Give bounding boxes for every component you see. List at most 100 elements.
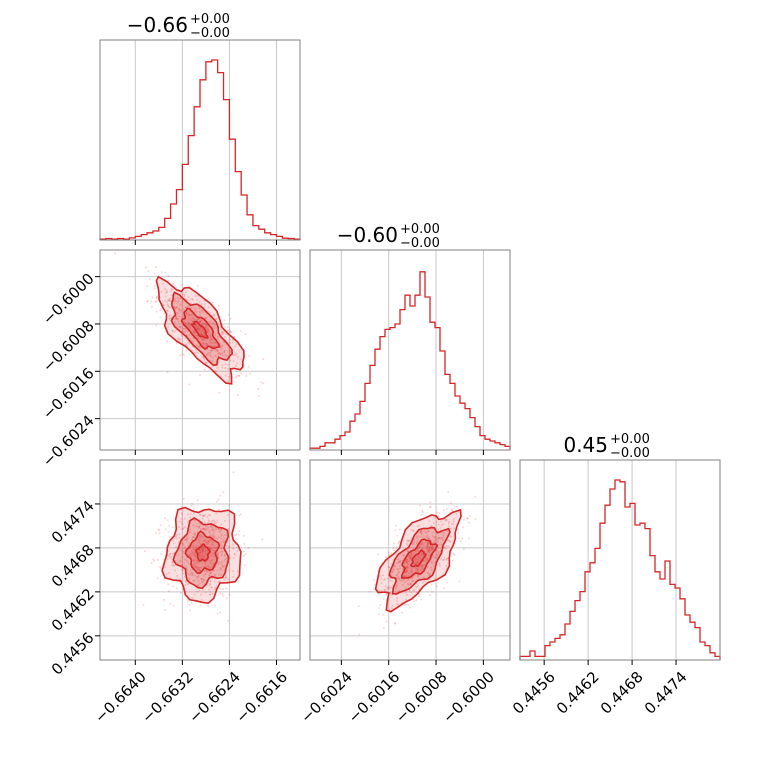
sample-point xyxy=(205,342,208,345)
sample-point xyxy=(216,367,219,370)
sample-point xyxy=(199,312,202,315)
sample-point xyxy=(168,315,171,317)
sample-point xyxy=(433,577,436,580)
sample-point xyxy=(390,586,393,589)
sample-point xyxy=(199,513,202,516)
panel-content xyxy=(114,252,265,397)
sample-point xyxy=(392,567,395,570)
sample-point xyxy=(155,297,158,300)
sample-point xyxy=(187,572,189,575)
sample-point xyxy=(215,355,218,358)
sample-point xyxy=(409,556,412,558)
sample-point xyxy=(438,564,441,567)
sample-point xyxy=(167,583,170,586)
sample-point xyxy=(416,525,419,528)
sample-point xyxy=(174,306,177,309)
x-tick-label: −0.6000 xyxy=(439,668,498,727)
sample-point xyxy=(223,351,226,354)
sample-point xyxy=(426,548,428,551)
sample-point xyxy=(162,304,165,307)
sample-point xyxy=(206,540,209,543)
sample-point xyxy=(399,565,401,568)
sample-point xyxy=(186,513,189,516)
sample-point xyxy=(455,505,458,508)
sample-point xyxy=(195,546,198,549)
sample-point xyxy=(207,526,210,529)
sample-point xyxy=(209,562,212,565)
sample-point xyxy=(404,571,407,574)
sample-point xyxy=(220,537,222,540)
y-tick-label: 0.4468 xyxy=(48,541,98,591)
sample-point xyxy=(410,554,413,557)
sample-point xyxy=(390,574,393,576)
sample-point xyxy=(201,356,204,359)
sample-point xyxy=(193,532,196,535)
sample-point xyxy=(195,334,198,337)
sample-point xyxy=(192,536,195,538)
sample-point xyxy=(211,558,214,561)
sample-point xyxy=(197,336,200,339)
sample-point xyxy=(406,562,409,565)
sample-point xyxy=(210,338,213,340)
sample-point xyxy=(212,533,215,536)
sample-point xyxy=(233,552,236,555)
sample-point xyxy=(436,511,439,514)
sample-point xyxy=(206,571,209,574)
sample-point xyxy=(437,550,440,553)
sample-point xyxy=(204,316,207,319)
sample-point xyxy=(191,559,194,562)
sample-point xyxy=(194,348,197,351)
sample-point xyxy=(226,557,228,560)
sample-point xyxy=(193,554,196,557)
sample-point xyxy=(195,565,198,568)
sample-point xyxy=(185,343,188,346)
sample-point xyxy=(206,329,209,332)
sample-point xyxy=(199,566,202,569)
sample-point xyxy=(243,550,246,553)
sample-point xyxy=(452,520,455,523)
sample-point xyxy=(239,513,242,516)
sample-point xyxy=(187,322,190,325)
sample-point xyxy=(232,575,235,578)
sample-point xyxy=(194,533,196,536)
sample-point xyxy=(227,313,230,316)
sample-point xyxy=(403,575,406,578)
sample-point xyxy=(176,534,179,537)
sample-point xyxy=(209,534,212,537)
sample-point xyxy=(215,528,218,531)
sample-point xyxy=(211,528,214,531)
sample-point xyxy=(390,562,393,565)
sample-point xyxy=(396,599,398,602)
sample-point xyxy=(416,539,419,541)
sample-point xyxy=(430,548,433,551)
sample-point xyxy=(203,528,206,531)
sample-point xyxy=(188,313,191,316)
sample-point xyxy=(228,375,231,378)
sample-point xyxy=(201,338,204,341)
sample-point xyxy=(221,593,224,595)
sample-point xyxy=(388,553,391,556)
sample-point xyxy=(175,317,178,320)
sample-point xyxy=(214,573,217,576)
sample-point xyxy=(215,512,218,515)
sample-point xyxy=(197,325,200,328)
sample-point xyxy=(420,533,423,536)
sample-point xyxy=(443,546,446,549)
sample-point xyxy=(409,582,412,585)
sample-point xyxy=(444,518,447,521)
sample-point xyxy=(175,553,178,556)
sample-point xyxy=(186,538,189,541)
sample-point xyxy=(228,349,230,352)
sample-point xyxy=(220,550,223,553)
sample-point xyxy=(171,561,174,564)
sample-point xyxy=(185,580,188,583)
sample-point xyxy=(204,325,207,328)
sample-point xyxy=(186,568,189,571)
sample-point xyxy=(188,553,191,556)
sample-point xyxy=(208,593,211,596)
sample-point xyxy=(151,305,153,308)
sample-point xyxy=(386,587,389,589)
sample-point xyxy=(407,549,410,552)
sample-point xyxy=(195,544,198,547)
sample-point xyxy=(419,543,422,546)
